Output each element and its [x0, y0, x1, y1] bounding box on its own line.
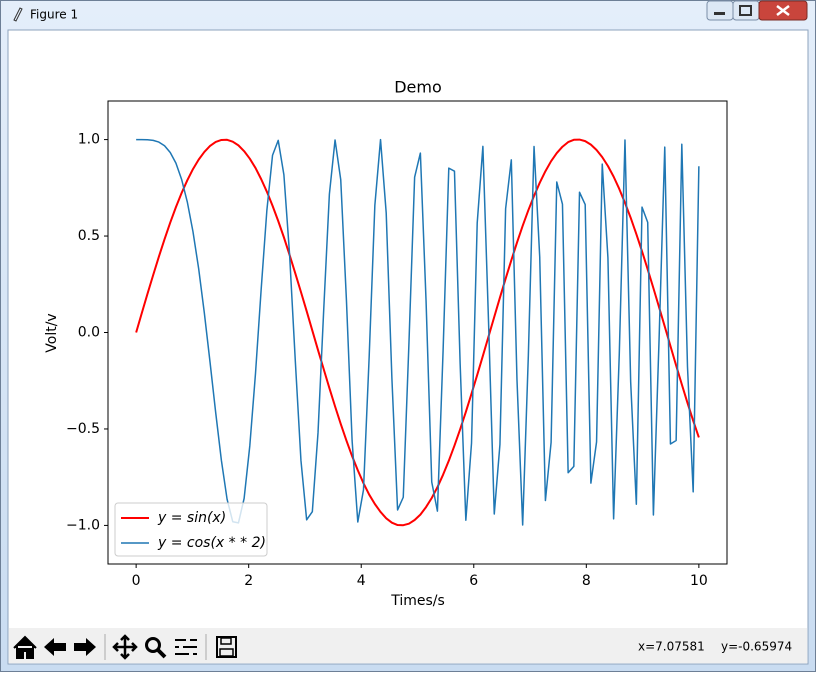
- axes-frame: [107, 100, 728, 565]
- legend-label: y = cos(x * * 2): [157, 535, 266, 551]
- x-axis-label: Times/s: [390, 593, 445, 609]
- y-tick-label: −0.5: [66, 421, 100, 437]
- forward-button[interactable]: [71, 633, 99, 661]
- pan-button[interactable]: [111, 633, 139, 661]
- app-icon: [13, 7, 23, 22]
- close-button[interactable]: [758, 0, 808, 21]
- y-tick-label: 0.5: [78, 228, 100, 244]
- y-tick-label: −1.0: [66, 517, 100, 533]
- zoom-button[interactable]: [141, 633, 169, 661]
- x-tick-label: 4: [357, 573, 366, 589]
- y-tick-label: 0.0: [78, 325, 100, 341]
- client-area: [7, 29, 809, 665]
- status-y: y=-0.65974: [721, 640, 792, 654]
- legend-box: [114, 502, 268, 557]
- chart: Demo Times/s Volt/v 0 2 4 6 8 10 −1.0 −0.5 0.0 0.…: [44, 78, 728, 609]
- x-tick-label: 6: [469, 573, 478, 589]
- configure-button[interactable]: [171, 633, 199, 661]
- save-button[interactable]: [212, 633, 240, 661]
- maximize-button[interactable]: [732, 0, 760, 21]
- y-axis-label: Volt/v: [44, 313, 60, 352]
- chart-title: Demo: [394, 78, 442, 97]
- x-tick-label: 8: [582, 573, 591, 589]
- legend-label: y = sin(x): [157, 510, 226, 526]
- y-tick-label: 1.0: [78, 132, 100, 148]
- home-button[interactable]: [11, 633, 39, 661]
- line-series: [135, 138, 700, 527]
- window-title: Figure 1: [30, 8, 78, 22]
- minimize-button[interactable]: [706, 0, 734, 21]
- x-tick-label: 10: [690, 573, 708, 589]
- status-x: x=7.07581: [638, 640, 705, 654]
- x-tick-label: 0: [132, 573, 141, 589]
- back-button[interactable]: [41, 633, 69, 661]
- x-tick-label: 2: [244, 573, 253, 589]
